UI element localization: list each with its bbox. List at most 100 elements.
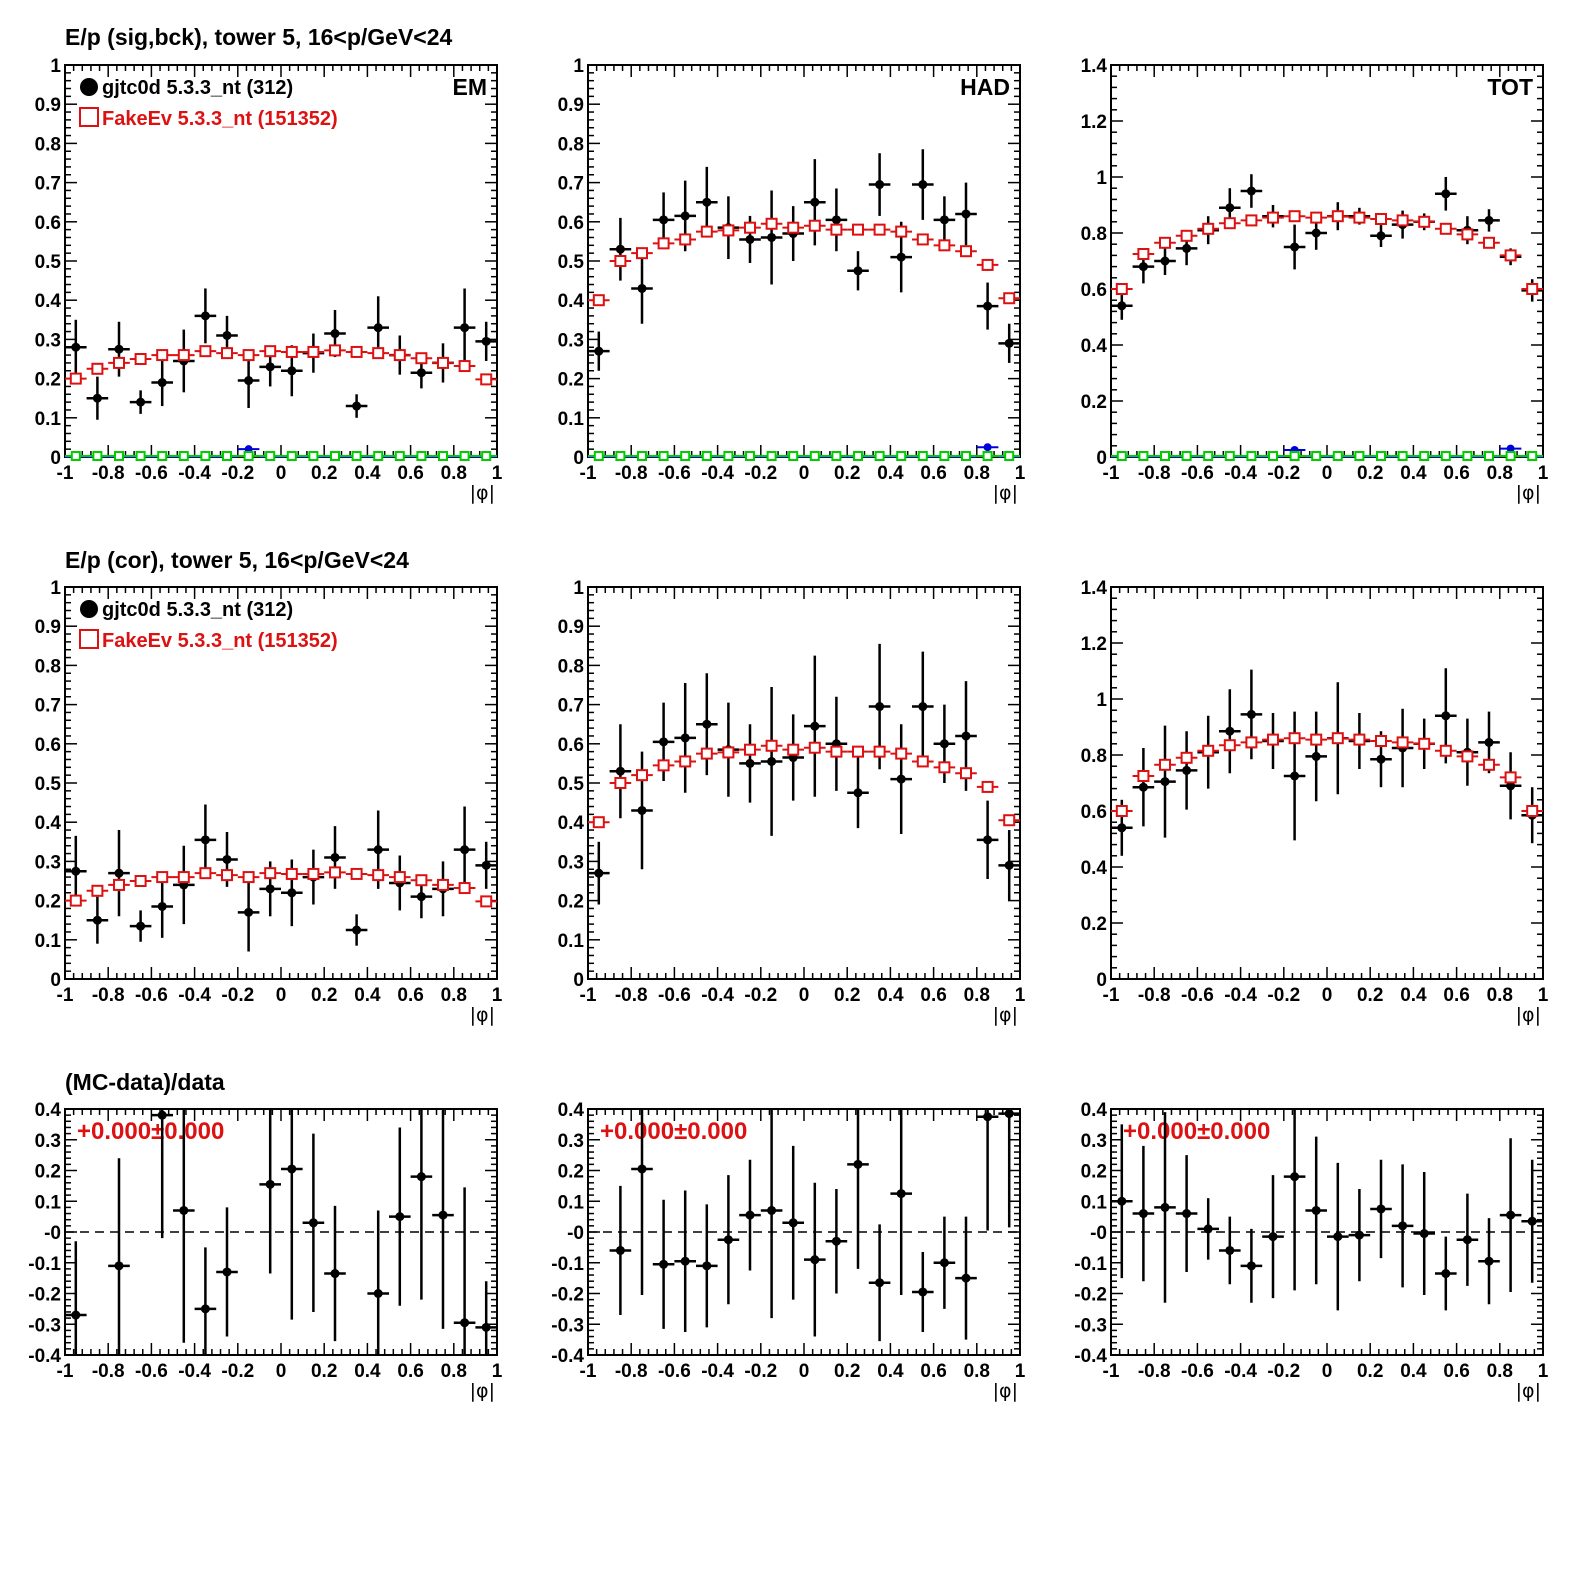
y-tick-label: 0.4 bbox=[35, 1100, 62, 1121]
data-marker bbox=[330, 852, 340, 862]
mc-marker bbox=[1526, 283, 1539, 295]
data-marker bbox=[244, 907, 254, 917]
mc-marker bbox=[458, 882, 471, 895]
y-tick-label: 1.2 bbox=[1081, 112, 1107, 133]
corner-label: TOT bbox=[1487, 74, 1533, 100]
fit-result-label: +0.000±0.000 bbox=[600, 1118, 747, 1145]
mc-marker bbox=[1461, 750, 1474, 763]
x-tick-label: -0.2 bbox=[221, 463, 254, 484]
mc-marker bbox=[1418, 215, 1431, 228]
y-tick-label: 0.2 bbox=[1081, 914, 1107, 935]
mc-marker bbox=[415, 874, 428, 887]
data-marker bbox=[659, 737, 669, 747]
data-marker bbox=[1311, 1205, 1321, 1215]
x-tick-label: 0.2 bbox=[834, 1361, 860, 1382]
mc-marker bbox=[1003, 292, 1016, 305]
mc-marker bbox=[69, 894, 82, 907]
x-tick-label: 0.4 bbox=[354, 985, 381, 1006]
mc-marker bbox=[329, 866, 341, 879]
mc-marker bbox=[1439, 744, 1452, 757]
y-tick-label: 0 bbox=[573, 448, 584, 469]
mc-marker bbox=[960, 767, 972, 780]
x-axis-label: |φ| bbox=[470, 1380, 495, 1402]
y-tick-label: 0.4 bbox=[558, 1100, 585, 1121]
y-tick-label: 0.2 bbox=[558, 1162, 584, 1183]
panel-grid: -1 -0.8 -0.6 -0.4 -0.2 0 0.2 0.4 0.6 0.8 1 0 0.1 0.2 0… bbox=[28, 56, 1548, 1402]
x-tick-label: 0.6 bbox=[920, 985, 946, 1006]
data-marker bbox=[416, 892, 426, 902]
green-marker bbox=[1376, 451, 1386, 461]
y-tick-label: 0.6 bbox=[1081, 802, 1107, 823]
data-marker bbox=[961, 731, 971, 741]
y-tick-label: 0.2 bbox=[1081, 1162, 1107, 1183]
data-marker bbox=[1117, 301, 1127, 311]
x-tick-label: -0.2 bbox=[1267, 985, 1300, 1006]
mc-marker bbox=[592, 816, 605, 829]
mc-marker bbox=[1504, 249, 1517, 262]
green-marker bbox=[286, 451, 297, 461]
data-marker bbox=[373, 1289, 383, 1298]
green-marker bbox=[373, 451, 384, 461]
y-tick-label: 0.9 bbox=[558, 95, 584, 116]
green-marker bbox=[1462, 451, 1473, 461]
x-axis-label: |φ| bbox=[470, 482, 495, 504]
green-marker bbox=[1332, 451, 1343, 461]
y-tick-label: 0.1 bbox=[35, 931, 62, 952]
x-tick-label: 0.8 bbox=[1487, 985, 1513, 1006]
mc-marker bbox=[808, 741, 821, 754]
x-tick-label: 0.4 bbox=[354, 1361, 381, 1382]
y-tick-label: -0.3 bbox=[1074, 1315, 1107, 1336]
x-tick-label: -0.2 bbox=[1267, 1361, 1300, 1382]
y-tick-label: 0.1 bbox=[558, 1192, 585, 1213]
x-tick-label: 0.2 bbox=[311, 985, 337, 1006]
y-tick-label: 0.2 bbox=[35, 1162, 61, 1183]
data-marker bbox=[438, 1210, 448, 1220]
x-tick-label: 0.4 bbox=[877, 1361, 904, 1382]
mc-marker bbox=[614, 255, 627, 267]
x-tick-label: 0.4 bbox=[877, 985, 904, 1006]
y-tick-label: 0.3 bbox=[558, 330, 584, 351]
data-marker bbox=[1160, 1202, 1170, 1212]
x-tick-label: 0.2 bbox=[1357, 1361, 1383, 1382]
data-marker bbox=[1138, 1209, 1148, 1219]
x-tick-label: 0 bbox=[799, 985, 810, 1006]
x-tick-label: 1 bbox=[1015, 985, 1026, 1006]
green-marker bbox=[178, 451, 189, 461]
mc-marker bbox=[285, 867, 298, 880]
x-tick-label: -0.8 bbox=[92, 1361, 125, 1382]
mc-marker bbox=[1375, 735, 1387, 747]
y-tick-label: 0 bbox=[50, 970, 61, 991]
data-marker bbox=[287, 1164, 297, 1174]
x-tick-label: 0.6 bbox=[397, 985, 423, 1006]
x-tick-label: -1 bbox=[1103, 985, 1120, 1006]
x-tick-label: 1 bbox=[492, 463, 503, 484]
mc-marker bbox=[156, 871, 169, 884]
green-marker bbox=[1224, 451, 1235, 461]
row-title-sig-bck: E/p (sig,bck), tower 5, 16<p/GeV<24 bbox=[65, 24, 453, 50]
x-tick-label: 0.8 bbox=[441, 1361, 467, 1382]
mc-marker bbox=[1223, 217, 1236, 230]
mc-marker bbox=[134, 875, 147, 887]
green-marker bbox=[135, 451, 146, 461]
y-tick-label: 0.3 bbox=[1081, 1131, 1107, 1152]
data-marker bbox=[1376, 231, 1386, 241]
green-marker bbox=[788, 451, 799, 461]
data-marker bbox=[939, 215, 949, 225]
series-data bbox=[65, 1109, 497, 1355]
panel-row2-TOT: -1 -0.8 -0.6 -0.4 -0.2 0 0.2 0.4 0.6 0.8 1 0 0.2 0.4 0… bbox=[1081, 578, 1549, 1026]
green-marker bbox=[1203, 451, 1214, 461]
x-tick-label: 0 bbox=[799, 1361, 810, 1382]
data-marker bbox=[680, 211, 690, 221]
x-tick-label: -0.4 bbox=[701, 985, 734, 1006]
data-marker bbox=[114, 868, 124, 878]
data-marker bbox=[810, 721, 820, 731]
x-tick-label: -1 bbox=[1103, 463, 1120, 484]
data-marker bbox=[1441, 711, 1451, 721]
x-tick-label: -0.2 bbox=[744, 985, 777, 1006]
y-tick-label: 0.3 bbox=[558, 852, 584, 873]
data-marker bbox=[460, 1318, 470, 1328]
x-tick-label: -0.4 bbox=[1224, 1361, 1257, 1382]
green-marker bbox=[831, 451, 842, 461]
mc-marker bbox=[480, 373, 493, 386]
